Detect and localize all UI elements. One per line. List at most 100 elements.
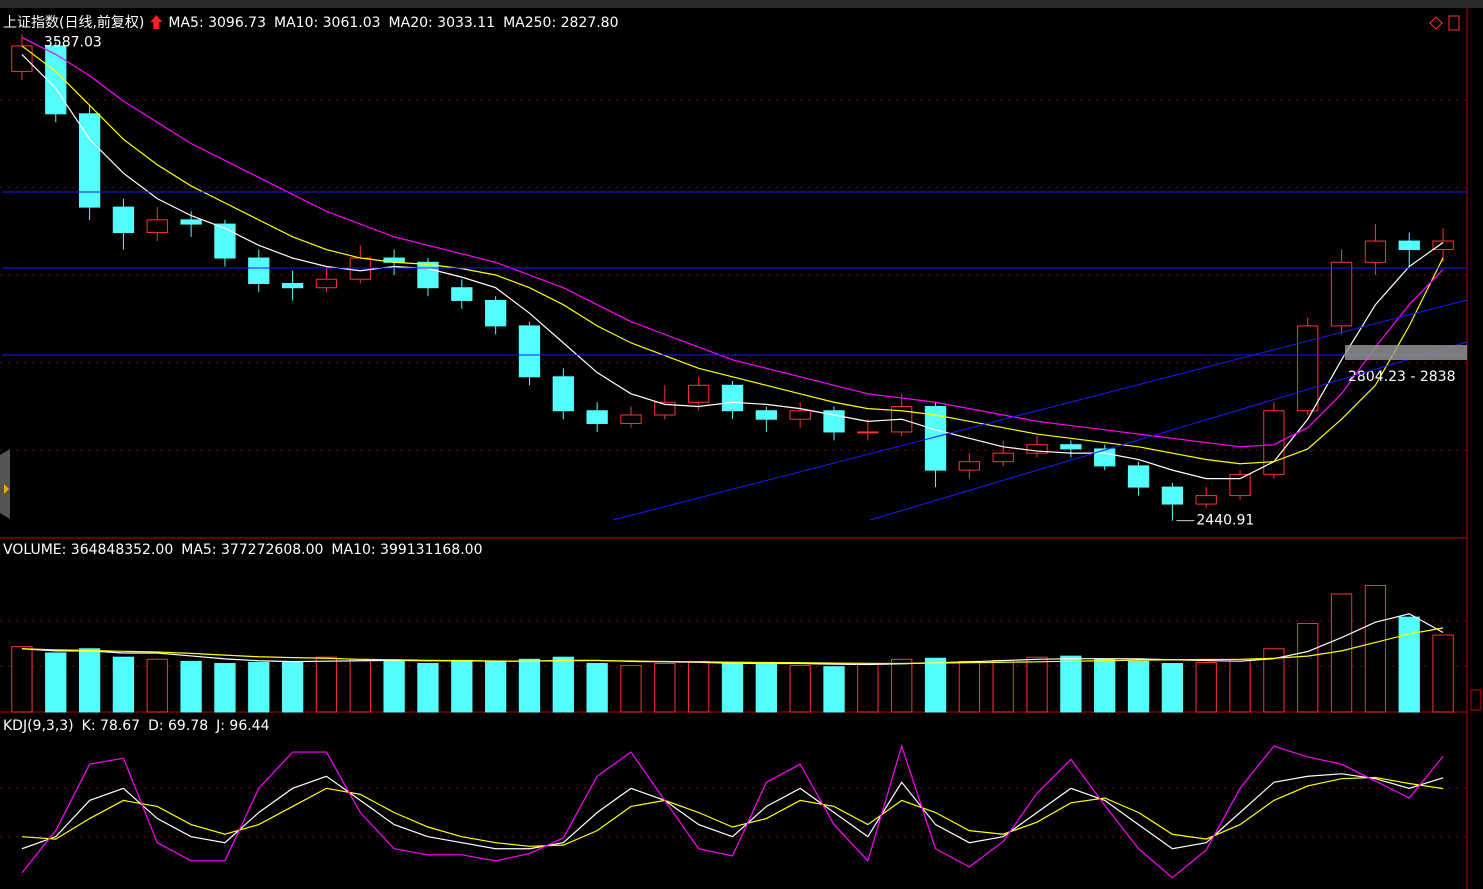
candle-body [552, 376, 574, 412]
volume-bar [1026, 656, 1048, 713]
volume-bar [180, 660, 202, 713]
candle-body [417, 261, 439, 289]
volume-bar [992, 659, 1014, 713]
volume-bar [620, 665, 642, 713]
volume-bar [281, 660, 304, 713]
candle-body [146, 219, 168, 234]
candle-body [1026, 444, 1048, 454]
volume-bar [552, 656, 574, 713]
legend-entry: MA10: 399131168.00 [331, 542, 482, 558]
candle-body [688, 384, 710, 403]
scrollbar [1468, 8, 1483, 889]
legend-entry: K: 78.67 [82, 718, 140, 734]
candle-body [620, 414, 642, 424]
candle-body [586, 410, 608, 424]
volume-bar [11, 646, 33, 713]
volume-bar [924, 657, 947, 713]
candle-body [518, 325, 541, 378]
scroll-button[interactable] [1470, 689, 1482, 711]
candle-body [1161, 486, 1184, 505]
volume-bar [1398, 616, 1420, 713]
candle-body [1127, 465, 1150, 488]
volume-bar [891, 658, 913, 713]
volume-bar [1127, 660, 1150, 713]
volume-bar [1229, 658, 1251, 713]
volume-bar [78, 648, 101, 713]
volume-bar [1161, 663, 1184, 713]
volume-bar [789, 665, 811, 713]
legend-entry: MA5: 3096.73 [168, 15, 266, 31]
volume-bar [315, 656, 338, 713]
candle-body [992, 452, 1014, 463]
volume-bar [349, 658, 371, 713]
volume-bar [1195, 661, 1217, 713]
candle-body [112, 206, 135, 234]
legend-entry: D: 69.78 [148, 718, 208, 734]
line-series [21, 53, 1444, 480]
volume-bar [1364, 585, 1387, 713]
volume-bar [248, 661, 270, 713]
candle-body [1364, 240, 1387, 263]
line-series [21, 773, 1444, 850]
candle-body [958, 461, 981, 471]
candle-body [451, 287, 473, 301]
candle-body [315, 278, 338, 289]
drawn-lines [2, 191, 1468, 521]
trend-line [869, 341, 1468, 521]
volume-bar [1060, 655, 1082, 713]
line-series [21, 744, 1444, 879]
side-handle-arrow [4, 484, 9, 494]
volume-bar [1263, 648, 1285, 713]
candle-body [1330, 261, 1353, 327]
candle-body [924, 406, 947, 471]
candle-body [45, 45, 67, 115]
icon[interactable] [1429, 16, 1443, 30]
legend-entry: MA5: 377272608.00 [181, 542, 323, 558]
candle-body [248, 257, 270, 284]
candle-body [214, 223, 236, 259]
volume-bar [1297, 622, 1319, 713]
candle-body [789, 410, 811, 420]
volume-bar [518, 658, 541, 713]
chart-title: KDJ(9,3,3) [3, 718, 74, 734]
volume-bar [112, 656, 135, 713]
candle-body [721, 384, 744, 412]
side-handle[interactable] [0, 449, 10, 519]
volume-bar [1094, 658, 1116, 713]
volume-bar [1432, 634, 1454, 713]
candle-body [1398, 240, 1420, 251]
candle-body [1263, 410, 1285, 475]
volume-bar [417, 663, 439, 713]
candle-body [755, 410, 777, 420]
line-series [21, 36, 1444, 448]
candle-body [1229, 473, 1251, 497]
candle-body [11, 45, 33, 72]
volume-bar [45, 652, 67, 713]
volume-bar [688, 660, 710, 713]
top-bar [0, 0, 1483, 8]
volume-bar [451, 659, 473, 713]
candle-body [281, 282, 304, 289]
annotation: 2804.23 - 2838 [1348, 369, 1455, 385]
volume-bar [823, 666, 845, 713]
volume-bar [484, 660, 507, 713]
volume-bar [1330, 593, 1353, 713]
line-series [21, 627, 1444, 665]
candle-body [1432, 240, 1454, 251]
volume-bar [586, 663, 608, 713]
candle-body [1094, 448, 1116, 467]
legend-arrow [150, 15, 163, 29]
candle-body [1195, 495, 1217, 505]
icon[interactable] [1448, 15, 1460, 31]
candle-body [1297, 325, 1319, 412]
volume-bar [755, 664, 777, 713]
volume-bar [721, 661, 744, 713]
plot-area: 3587.03 2440.91 2804.23 - 2838 [0, 34, 1467, 879]
volume-bar [214, 663, 236, 713]
candle-body [78, 113, 101, 208]
volume-bar [146, 658, 168, 713]
legend-entry: MA250: 2827.80 [503, 15, 618, 31]
